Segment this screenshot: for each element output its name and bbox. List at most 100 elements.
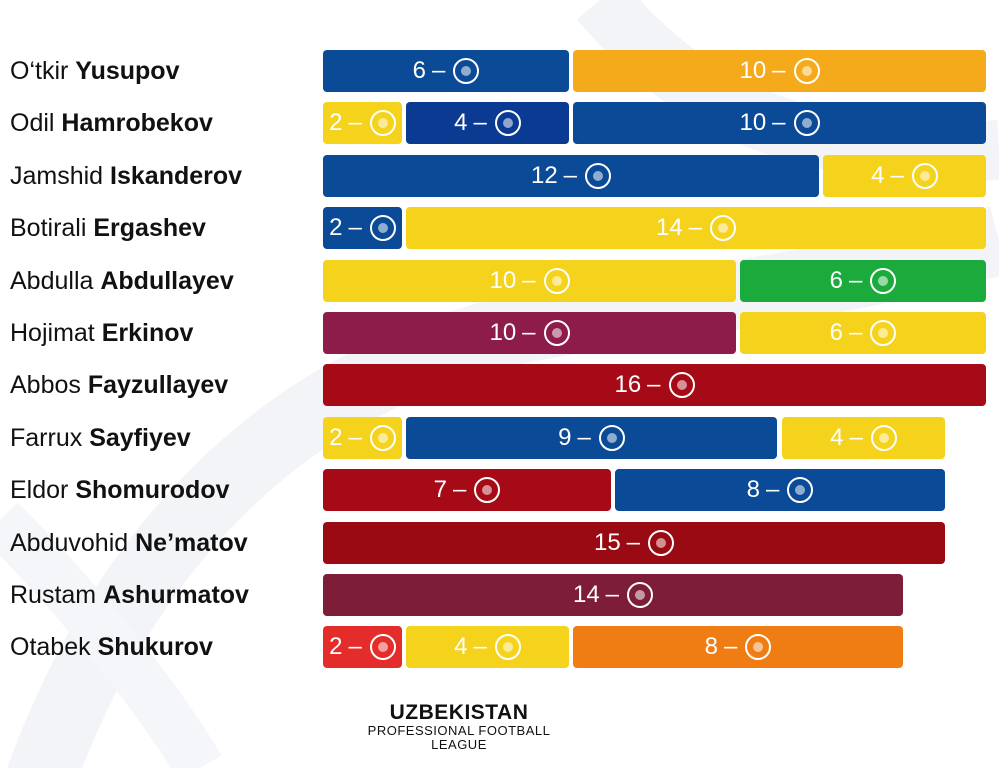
bar-segment: 2– [323,102,402,144]
bar-segment: 4– [782,417,945,459]
player-first-name: Hojimat [10,319,95,347]
bar-value-label: 2 [329,424,343,451]
bar-value-label: 6 [412,57,426,84]
separator-dash: – [432,57,446,84]
separator-dash: – [522,267,536,294]
bar-segment: 2– [323,417,402,459]
club-crest-icon [369,634,396,660]
bar-segment: 2– [323,626,402,668]
separator-dash: – [563,162,578,189]
player-first-name: Farrux [10,424,83,452]
bar-segment: 4– [406,626,569,668]
bar-value-label: 4 [454,633,468,660]
club-shield-icon [668,372,695,398]
bar-segment: 14– [323,574,903,616]
club-crest-icon [453,58,480,84]
separator-dash: – [772,109,786,136]
club-shield-icon [474,477,501,503]
bar-value-label: 14 [572,581,600,608]
player-first-name: Abduvohid [10,529,129,557]
bar-segment: 10– [323,260,736,302]
club-crest-icon [870,425,897,451]
player-name: Botirali Ergashev [10,207,206,249]
player-name: Hojimat Erkinov [10,312,193,354]
separator-dash: – [453,476,467,503]
league-logo-line3: LEAGUE [431,737,487,752]
separator-dash: – [890,162,904,189]
club-crest-icon [585,163,612,189]
separator-dash: – [849,267,863,294]
player-first-name: Odil [10,109,55,137]
bar-value-label: 15 [593,529,621,556]
club-crest-icon [543,268,570,294]
bar-segment: 2– [323,207,402,249]
bar-segment: 10– [573,102,986,144]
player-last-name: Yusupov [75,57,180,85]
bar-value-label: 9 [558,424,572,451]
player-name: Abdulla Abdullayev [10,260,234,302]
bar-value-label: 10 [489,267,517,294]
bar-value-label: 4 [871,162,885,189]
club-shield-icon [543,320,570,346]
player-last-name: Fayzullayev [87,371,229,399]
bar-value-label: 2 [329,633,343,660]
separator-dash: – [849,319,863,346]
bar-segment: 9– [406,417,777,459]
club-shield-icon [494,634,521,660]
club-shield-icon [627,582,654,608]
bar-segment: 14– [406,207,986,249]
league-logo: UZBEKISTAN PROFESSIONAL FOOTBALL LEAGUE [346,702,572,752]
bar-value-label: 4 [454,109,468,136]
separator-dash: – [348,214,362,241]
player-name: O‘tkir Yusupov [10,50,179,92]
separator-dash: – [772,57,786,84]
bar-value-label: 6 [829,319,843,346]
separator-dash: – [348,633,362,660]
bar-segment: 16– [323,364,986,406]
club-crest-icon [793,110,820,136]
player-last-name: Ergashev [93,214,206,242]
player-name: Otabek Shukurov [10,626,213,668]
bar-value-label: 10 [739,57,767,84]
bar-segment: 10– [573,50,986,92]
bar-segment: 4– [406,102,569,144]
player-last-name: Ashurmatov [103,581,249,609]
bar-segment: 10– [323,312,736,354]
separator-dash: – [522,319,536,346]
player-name: Abbos Fayzullayev [10,364,228,406]
player-first-name: Abbos [10,371,81,399]
player-name: Farrux Sayfiyev [10,417,191,459]
player-first-name: Rustam [10,581,97,609]
bar-value-label: 2 [329,109,343,136]
bar-segment: 6– [740,260,986,302]
separator-dash: – [348,109,362,136]
player-name: Eldor Shomurodov [10,469,230,511]
player-last-name: Shomurodov [75,476,230,504]
separator-dash: – [724,633,738,660]
bar-value-label: 4 [830,424,844,451]
player-name: Jamshid Iskanderov [10,155,242,197]
bar-value-label: 8 [746,476,760,503]
separator-dash: – [688,214,703,241]
club-crest-icon [710,215,737,241]
separator-dash: – [473,633,487,660]
separator-dash: – [605,581,620,608]
bar-value-label: 6 [829,267,843,294]
player-name: Rustam Ashurmatov [10,574,249,616]
bar-value-label: 2 [329,214,343,241]
player-last-name: Hamrobekov [61,109,213,137]
separator-dash: – [647,371,661,398]
bar-value-label: 16 [614,371,642,398]
bar-segment: 6– [740,312,986,354]
bar-segment: 15– [323,522,945,564]
career-bar-chart: O‘tkir Yusupov 6–10– Odil Hamrobekov 2–4–10… [10,50,986,668]
player-last-name: Iskanderov [110,162,243,190]
separator-dash: – [473,109,487,136]
bar-value-label: 14 [655,214,683,241]
bar-segment: 7– [323,469,611,511]
bar-value-label: 12 [530,162,558,189]
club-crest-icon [598,425,625,451]
player-first-name: Abdulla [10,267,94,295]
club-crest-icon [870,320,897,346]
bar-segment: 12– [323,155,819,197]
